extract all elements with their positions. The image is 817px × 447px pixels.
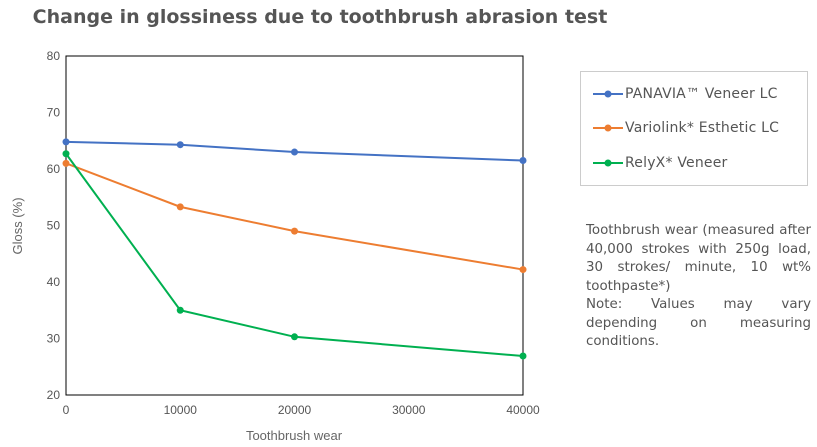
y-axis-label: Gloss (%) [10, 197, 25, 254]
legend-label-variolink: Variolink* Esthetic LC [625, 120, 780, 136]
legend-item-variolink: Variolink* Esthetic LC [593, 118, 779, 138]
chart-title: Change in glossiness due to toothbrush a… [32, 6, 608, 28]
legend-swatch-variolink [593, 124, 623, 132]
y-tick-label: 30 [47, 332, 61, 346]
x-tick-label: 40000 [506, 403, 540, 417]
legend-swatch-relyx [593, 159, 623, 167]
data-point-series-1 [519, 266, 527, 274]
y-tick-label: 50 [47, 219, 61, 233]
legend-label-panavia: PANAVIA™ Veneer LC [625, 86, 778, 102]
data-point-series-2 [291, 333, 298, 341]
y-tick-label: 70 [47, 106, 61, 120]
data-point-series-1 [176, 203, 184, 211]
x-axis-ticks: 0 10000 20000 30000 40000 [63, 403, 540, 417]
y-tick-label: 60 [47, 162, 61, 176]
series-line-0 [65, 140, 524, 162]
series-line-2 [65, 153, 524, 358]
data-point-series-0 [62, 138, 70, 146]
plot-area-frame [65, 55, 524, 396]
data-point-series-1 [291, 227, 298, 235]
data-point-series-2 [62, 150, 70, 158]
data-point-series-0 [291, 148, 298, 156]
data-point-series-2 [519, 352, 527, 360]
x-tick-label: 0 [63, 403, 70, 417]
y-tick-label: 40 [47, 275, 61, 289]
series-layer [62, 138, 527, 360]
legend-label-relyx: RelyX* Veneer [625, 155, 728, 171]
series-line-1 [65, 162, 524, 271]
x-tick-label: 30000 [392, 403, 426, 417]
note-measurement: Toothbrush wear (measured after 40,000 s… [586, 223, 811, 294]
note-disclaimer: Note: Values may vary depending on measu… [586, 297, 811, 349]
y-axis-ticks: 20 30 40 50 60 70 80 [47, 49, 61, 402]
y-tick-label: 80 [47, 49, 61, 63]
data-point-series-2 [176, 306, 184, 314]
legend-item-relyx: RelyX* Veneer [593, 153, 728, 173]
test-conditions-note: Toothbrush wear (measured after 40,000 s… [586, 222, 811, 352]
y-tick-label: 20 [47, 388, 61, 402]
legend-item-panavia: PANAVIA™ Veneer LC [593, 84, 778, 104]
legend-swatch-panavia [593, 90, 623, 98]
data-point-series-0 [519, 157, 527, 165]
x-tick-label: 20000 [278, 403, 312, 417]
x-axis-label: Toothbrush wear [246, 428, 343, 443]
x-tick-label: 10000 [164, 403, 198, 417]
data-point-series-1 [62, 159, 70, 167]
data-point-series-0 [176, 141, 184, 149]
chart-legend: PANAVIA™ Veneer LC Variolink* Esthetic L… [580, 71, 808, 186]
